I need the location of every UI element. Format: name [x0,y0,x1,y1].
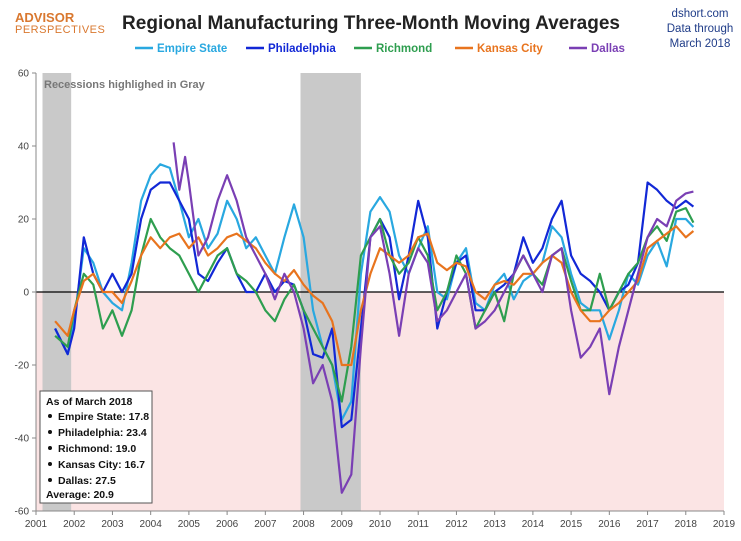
source-line-1: dshort.com [672,8,729,20]
legend-label-philadelphia: Philadelphia [268,43,336,55]
y-tick-label: 60 [18,69,30,80]
x-tick-label: 2006 [216,519,239,530]
legend-label-dallas: Dallas [591,43,625,55]
x-tick-label: 2008 [292,519,315,530]
summary-item-dallas: Dallas: 27.5 [58,475,116,487]
series-line-empire-state [54,163,695,421]
y-tick-label: 20 [18,215,30,226]
x-tick-label: 2012 [445,519,468,530]
y-tick-label: -60 [15,507,30,518]
chart-title: Regional Manufacturing Three-Month Movin… [122,13,620,34]
logo-line2: PERSPECTIVES [15,24,105,36]
x-tick-label: 2019 [713,519,736,530]
y-tick-label: -40 [15,434,30,445]
summary-item-richmond: Richmond: 19.0 [58,443,136,455]
x-tick-label: 2013 [484,519,507,530]
y-tick-label: 40 [18,142,30,153]
x-tick-label: 2011 [407,519,429,530]
y-tick-label: 0 [23,288,29,299]
bullet-icon [48,462,52,466]
x-tick-label: 2014 [522,519,545,530]
logo-line1: ADVISOR [15,10,75,25]
source-line-3: March 2018 [670,38,731,50]
source-line-2: Data through [667,23,734,35]
summary-item-empire: Empire State: 17.8 [58,411,149,423]
x-tick-label: 2005 [178,519,201,530]
x-tick-label: 2018 [675,519,698,530]
x-tick-label: 2017 [636,519,659,530]
summary-item-kansas-city: Kansas City: 16.7 [58,459,145,471]
x-tick-label: 2007 [254,519,277,530]
legend-label-richmond: Richmond [376,43,432,55]
y-tick-label: -20 [15,361,30,372]
x-tick-label: 2002 [63,519,86,530]
bullet-icon [48,478,52,482]
bullet-icon [48,446,52,450]
legend: Empire State Philadelphia Richmond Kansas C… [135,43,625,55]
legend-label-empire-state: Empire State [157,43,227,55]
summary-item-philadelphia: Philadelphia: 23.4 [58,427,147,439]
x-tick-label: 2004 [140,519,163,530]
legend-label-kansas-city: Kansas City [477,43,543,55]
series-line-dallas [172,142,694,494]
summary-box: As of March 2018 Empire State: 17.8 Phil… [39,390,153,504]
x-tick-label: 2010 [369,519,392,530]
logo: ADVISOR PERSPECTIVES [15,10,105,36]
x-tick-label: 2016 [598,519,621,530]
x-tick-label: 2015 [560,519,583,530]
summary-average: Average: 20.9 [46,489,114,501]
recession-note: Recessions highlighed in Gray [44,79,206,91]
summary-heading: As of March 2018 [46,396,133,408]
series-layer [54,142,695,494]
source-block: dshort.com Data through March 2018 [667,8,734,50]
bullet-icon [48,430,52,434]
x-tick-label: 2009 [331,519,354,530]
bullet-icon [48,414,52,418]
x-tick-label: 2003 [101,519,124,530]
series-line-richmond [54,207,695,403]
series-line-kansas-city [54,225,695,367]
summary-box-frame [39,390,153,504]
x-tick-label: 2001 [25,519,48,530]
axes: -60 -40 -20 0 20 40 60 2001 2002 2003 2004 2005 2006… [15,69,736,531]
